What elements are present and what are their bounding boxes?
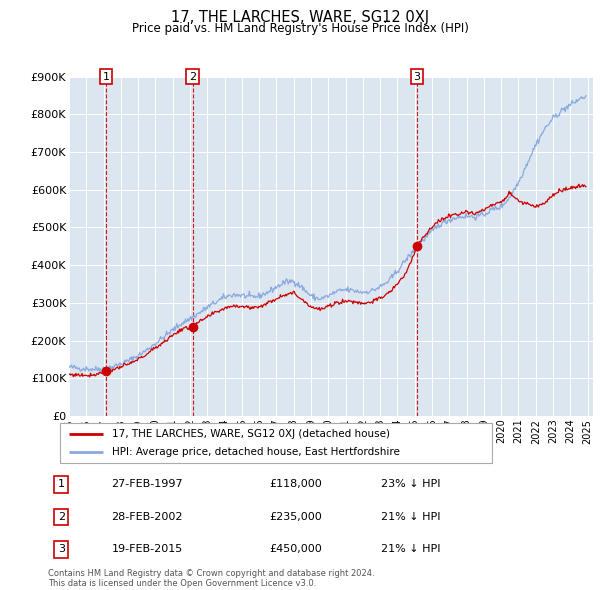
Text: 2: 2 xyxy=(189,72,196,81)
Text: 2: 2 xyxy=(58,512,65,522)
Text: £450,000: £450,000 xyxy=(270,545,323,554)
Text: 1: 1 xyxy=(58,480,65,489)
Text: 19-FEB-2015: 19-FEB-2015 xyxy=(112,545,182,554)
Text: 17, THE LARCHES, WARE, SG12 0XJ: 17, THE LARCHES, WARE, SG12 0XJ xyxy=(171,10,429,25)
Text: 21% ↓ HPI: 21% ↓ HPI xyxy=(380,512,440,522)
Text: 3: 3 xyxy=(413,72,421,81)
Text: Contains HM Land Registry data © Crown copyright and database right 2024.
This d: Contains HM Land Registry data © Crown c… xyxy=(48,569,374,588)
Text: HPI: Average price, detached house, East Hertfordshire: HPI: Average price, detached house, East… xyxy=(112,447,400,457)
Text: 28-FEB-2002: 28-FEB-2002 xyxy=(112,512,183,522)
Text: 17, THE LARCHES, WARE, SG12 0XJ (detached house): 17, THE LARCHES, WARE, SG12 0XJ (detache… xyxy=(112,429,390,439)
Text: £235,000: £235,000 xyxy=(270,512,323,522)
FancyBboxPatch shape xyxy=(60,423,492,463)
Text: 1: 1 xyxy=(103,72,110,81)
Text: £118,000: £118,000 xyxy=(270,480,323,489)
Text: 27-FEB-1997: 27-FEB-1997 xyxy=(112,480,183,489)
Text: 21% ↓ HPI: 21% ↓ HPI xyxy=(380,545,440,554)
Text: 23% ↓ HPI: 23% ↓ HPI xyxy=(380,480,440,489)
Text: 3: 3 xyxy=(58,545,65,554)
Text: Price paid vs. HM Land Registry's House Price Index (HPI): Price paid vs. HM Land Registry's House … xyxy=(131,22,469,35)
